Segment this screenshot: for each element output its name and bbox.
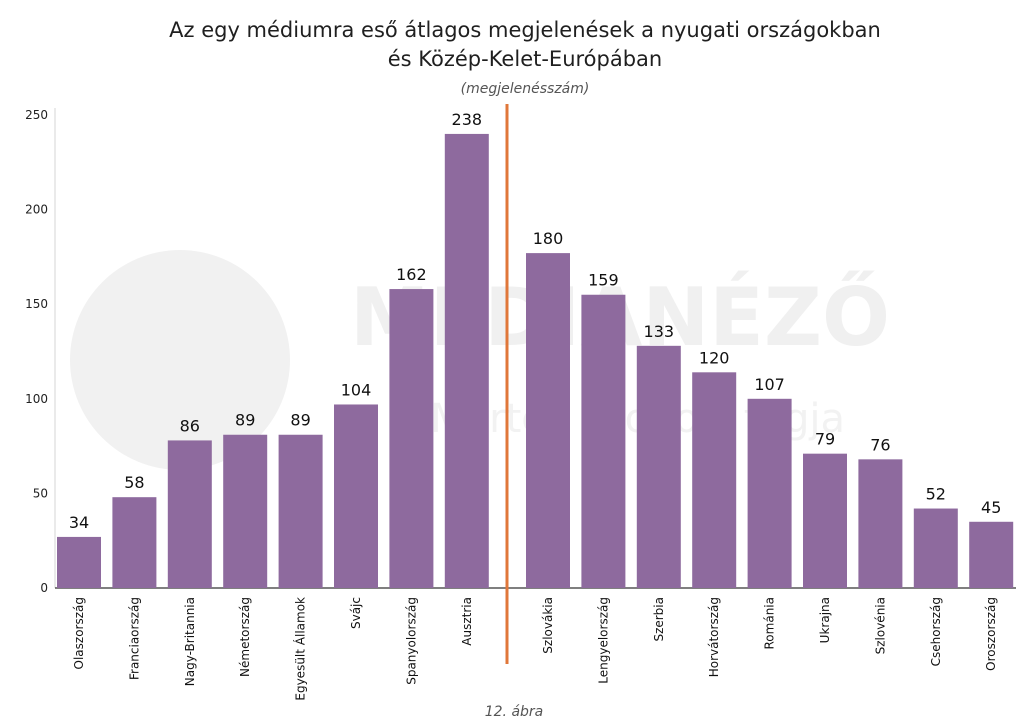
bars	[57, 133, 1014, 589]
watermark-logo-icon	[70, 250, 290, 470]
data-label: 104	[341, 380, 372, 399]
x-tick-label: Spanyolország	[404, 597, 418, 685]
x-tick-label: Németország	[238, 597, 252, 677]
bar	[913, 508, 958, 588]
bar	[278, 434, 323, 588]
chart-title: Az egy médiumra eső átlagos megjelenések…	[169, 18, 881, 42]
x-tick-label: Svájc	[349, 597, 363, 629]
y-tick-label: 100	[25, 392, 48, 406]
data-label: 89	[290, 411, 310, 430]
y-ticks: 0 50 100 150 200 250	[25, 108, 48, 595]
bar	[692, 372, 737, 588]
bar	[803, 453, 847, 588]
bar	[57, 536, 101, 588]
bar	[969, 521, 1014, 588]
x-tick-label: Románia	[763, 597, 777, 649]
data-label: 86	[180, 416, 200, 435]
data-label: 79	[815, 430, 835, 449]
x-tick-label: Ukrajna	[818, 597, 832, 643]
data-label: 133	[644, 322, 675, 341]
data-label: 89	[235, 411, 255, 430]
bar	[167, 440, 212, 588]
data-label: 238	[452, 110, 483, 129]
data-label: 180	[533, 229, 564, 248]
x-tick-label: Oroszország	[984, 597, 998, 671]
bar	[223, 434, 268, 588]
data-labels: 34 58 86 89 89 104 162 238 180 159 133 120 107 79 76 52…	[69, 110, 1002, 532]
data-label: 45	[981, 498, 1001, 517]
x-tick-label: Szerbia	[652, 597, 666, 642]
x-tick-label: Egyesült Államok	[293, 597, 308, 701]
data-label: 58	[124, 473, 144, 492]
bar	[526, 253, 570, 588]
x-tick-label: Nagy-Britannia	[183, 597, 197, 686]
x-tick-label: Horvátország	[707, 597, 721, 677]
chart-title-line2: és Közép-Kelet-Európában	[388, 47, 662, 71]
data-label: 52	[926, 485, 946, 504]
x-tick-label: Olaszország	[72, 597, 86, 669]
x-tick-label: Szlovákia	[541, 597, 555, 654]
y-tick-label: 0	[40, 581, 48, 595]
y-tick-label: 200	[25, 203, 48, 217]
x-tick-label: Szlovénia	[873, 597, 887, 654]
x-tick-label: Lengyelország	[596, 597, 610, 684]
x-tick-labels: Olaszország Franciaország Nagy-Britannia Né…	[72, 597, 998, 701]
bar	[858, 459, 903, 588]
data-label: 162	[396, 265, 427, 284]
x-tick-label: Franciaország	[127, 597, 141, 680]
x-tick-label: Csehország	[929, 597, 943, 666]
chart-subtitle: (megjelenésszám)	[461, 81, 590, 97]
figure-caption: 12. ábra	[485, 704, 544, 720]
bar	[636, 345, 681, 588]
data-label: 76	[870, 435, 890, 454]
y-tick-label: 250	[25, 108, 48, 122]
data-label: 120	[699, 348, 730, 367]
data-label: 107	[754, 375, 785, 394]
bar	[747, 398, 792, 588]
data-label: 159	[588, 271, 619, 290]
bar	[581, 294, 626, 588]
bar	[112, 497, 157, 588]
y-tick-label: 150	[25, 297, 48, 311]
bar	[334, 404, 378, 588]
data-label: 34	[69, 513, 89, 532]
bar	[444, 133, 489, 589]
x-tick-label: Ausztria	[460, 597, 474, 646]
bar	[389, 289, 434, 588]
y-tick-label: 50	[33, 486, 48, 500]
